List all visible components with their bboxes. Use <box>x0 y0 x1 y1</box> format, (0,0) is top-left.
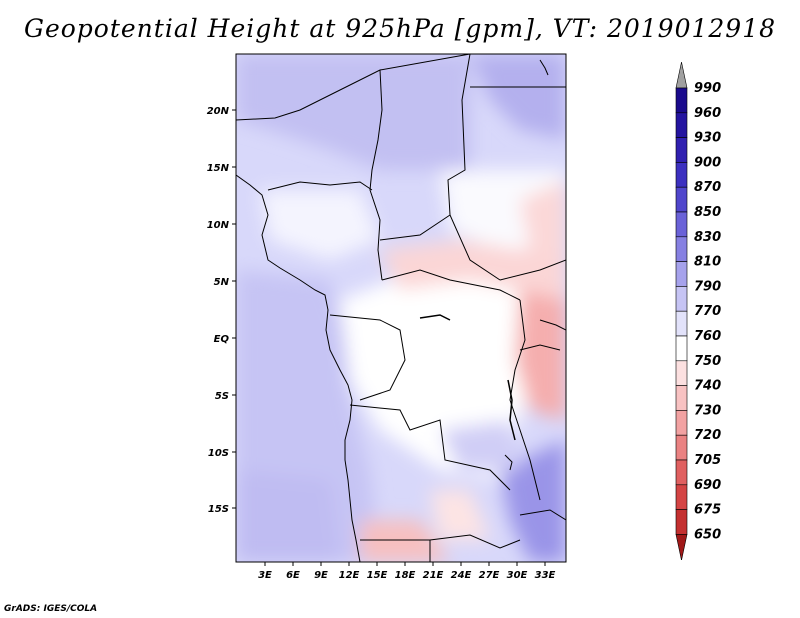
border-sahel <box>267 181 373 191</box>
colorbar-label: 730 <box>694 403 721 418</box>
map-frame <box>235 53 567 563</box>
colorbar-label: 830 <box>694 230 721 245</box>
colorbar-label: 960 <box>694 106 721 121</box>
colorbar-top-arrow <box>675 61 688 89</box>
colorbar-box <box>675 186 688 213</box>
lat-label: 5N <box>214 277 230 288</box>
field-east-high <box>520 180 566 260</box>
lon-label: 6E <box>286 570 300 581</box>
lat-label: 20N <box>207 106 230 117</box>
border-chad-sudan <box>447 54 501 281</box>
coastline <box>236 174 361 562</box>
lon-label: 9E <box>314 570 328 581</box>
field-sahel-high <box>380 240 566 300</box>
border-namibia <box>360 534 521 549</box>
congo-river <box>419 314 451 321</box>
colorbar-label: 690 <box>694 478 721 493</box>
colorbar-label: 810 <box>694 255 721 270</box>
border-tanzania <box>519 344 561 351</box>
colorbar-box <box>675 310 688 337</box>
lat-label: 10N <box>207 220 230 231</box>
colorbar-box <box>675 137 688 163</box>
colorbar-label: 930 <box>694 131 721 146</box>
colorbar-labels: 990 960 930 900 870 850 830 810 790 770 760 750 740 7… <box>694 81 721 542</box>
colorbar-label: 900 <box>694 155 721 170</box>
colorbar-label: 850 <box>694 205 721 220</box>
border-drc-angola <box>349 404 511 491</box>
lon-label: 12E <box>339 570 360 581</box>
field-sahara <box>236 54 470 170</box>
colorbar-box <box>675 509 688 535</box>
colorbar-box <box>675 360 688 386</box>
border-car-north <box>379 214 451 241</box>
field-se-low <box>500 440 566 562</box>
border-niger-chad <box>369 69 383 281</box>
colorbar-box <box>675 162 688 188</box>
colorbar-label: 790 <box>694 279 721 294</box>
lon-label: 15E <box>367 570 388 581</box>
lon-label: 24E <box>451 570 472 581</box>
lon-label: 18E <box>395 570 416 581</box>
lon-label: 30E <box>507 570 528 581</box>
colorbar-label: 740 <box>694 379 721 394</box>
colorbar-label: 675 <box>694 503 721 518</box>
height-field <box>236 54 566 562</box>
borders <box>236 54 566 562</box>
colorbar-box <box>675 286 688 312</box>
colorbar-label: 760 <box>694 329 721 344</box>
colorbar-label: 650 <box>694 527 721 542</box>
lat-label: 15S <box>208 504 229 515</box>
colorbar-label: 990 <box>694 81 721 96</box>
colorbar-box <box>675 112 688 138</box>
colorbar-box <box>675 484 688 510</box>
colorbar-box <box>675 385 688 411</box>
colorbar-box <box>675 211 688 238</box>
lon-label: 3E <box>258 570 272 581</box>
lat-label: 15N <box>207 163 230 174</box>
border-south-sudan <box>499 259 566 281</box>
colorbar-box <box>675 87 688 114</box>
colorbar-box <box>675 335 688 362</box>
field-rift-high <box>515 290 566 420</box>
border-congo <box>329 314 406 401</box>
colorbar-label: 705 <box>694 453 721 468</box>
lake-tanganyika <box>507 379 516 441</box>
lat-axis: 20N 15N 10N 5N EQ 5S 10S 15S <box>207 106 236 515</box>
field-west-africa <box>260 190 380 260</box>
field-angola-high <box>360 520 450 562</box>
lat-label: EQ <box>214 334 230 345</box>
colorbar-box <box>675 434 688 461</box>
border-car-south <box>381 269 521 301</box>
field-sw-ocean <box>236 470 340 562</box>
colorbar-label: 750 <box>694 354 721 369</box>
colorbar-boxes <box>675 61 688 560</box>
lat-label: 10S <box>208 448 229 459</box>
colorbar: 990 960 930 900 870 850 830 810 790 770 760 750 740 7… <box>675 61 721 560</box>
lon-label: 21E <box>423 570 444 581</box>
colorbar-box <box>675 459 688 486</box>
colorbar-box <box>675 410 688 436</box>
border-rift <box>509 299 541 501</box>
lon-axis: 3E 6E 9E 12E 15E 18E 21E 24E 27E 30E 33E <box>258 562 556 581</box>
field-ne-corner <box>470 54 566 140</box>
nile-delta <box>539 59 549 76</box>
field-zambia-high <box>430 490 490 540</box>
colorbar-label: 870 <box>694 180 721 195</box>
lon-label: 27E <box>479 570 500 581</box>
colorbar-box <box>675 261 688 287</box>
lat-label: 5S <box>215 391 229 402</box>
colorbar-label: 770 <box>694 304 721 319</box>
border-kenya <box>539 319 566 331</box>
border-mozambique <box>519 509 566 521</box>
lon-label: 33E <box>535 570 556 581</box>
grads-credit: GrADS: IGES/COLA <box>4 604 98 614</box>
plot-title: Geopotential Height at 925hPa [gpm], VT:… <box>23 14 777 43</box>
colorbar-label: 720 <box>694 428 721 443</box>
border-algeria <box>236 54 471 121</box>
colorbar-bottom-arrow <box>675 534 688 560</box>
lake-mweru <box>504 454 513 471</box>
field-katanga <box>440 420 520 470</box>
colorbar-box <box>675 236 688 262</box>
